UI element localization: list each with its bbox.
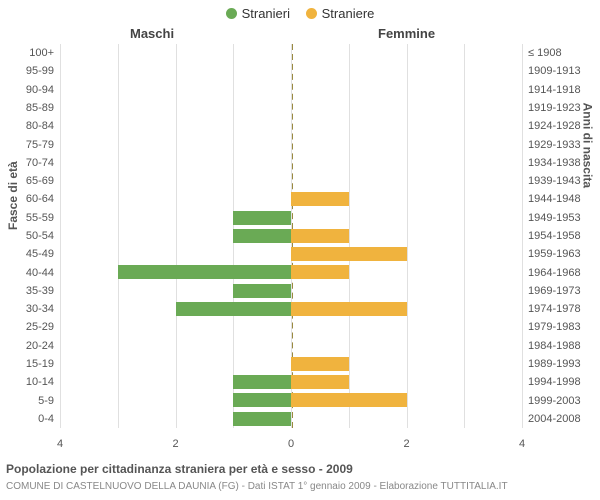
birthyear-label: 1914-1918 [522, 84, 581, 96]
chart-row: 40-441964-1968 [60, 263, 522, 281]
chart-row: 95-991909-1913 [60, 62, 522, 80]
bar-female [291, 375, 349, 389]
bar-male [233, 412, 291, 426]
chart-row: 15-191989-1993 [60, 355, 522, 373]
age-label: 65-69 [26, 175, 60, 187]
age-label: 60-64 [26, 193, 60, 205]
age-label: 85-89 [26, 102, 60, 114]
chart-row: 5-91999-2003 [60, 391, 522, 409]
birthyear-label: 1924-1928 [522, 120, 581, 132]
xtick-label: 4 [519, 438, 525, 450]
bar-male [233, 284, 291, 298]
bar-female [291, 393, 407, 407]
age-label: 10-14 [26, 376, 60, 388]
birthyear-label: 1989-1993 [522, 358, 581, 370]
chart-row: 25-291979-1983 [60, 318, 522, 336]
chart-row: 80-841924-1928 [60, 117, 522, 135]
bar-male [176, 302, 292, 316]
bar-male [233, 229, 291, 243]
bar-female [291, 302, 407, 316]
plot-area: 42024100+≤ 190895-991909-191390-941914-1… [60, 44, 522, 428]
birthyear-label: 1934-1938 [522, 157, 581, 169]
birthyear-label: 1939-1943 [522, 175, 581, 187]
legend-dot-female [306, 8, 317, 19]
age-label: 70-74 [26, 157, 60, 169]
age-label: 75-79 [26, 139, 60, 151]
age-label: 40-44 [26, 267, 60, 279]
bar-male [233, 211, 291, 225]
xtick-label: 0 [288, 438, 294, 450]
bar-male [233, 393, 291, 407]
birthyear-label: 1944-1948 [522, 193, 581, 205]
age-label: 80-84 [26, 120, 60, 132]
age-label: 55-59 [26, 212, 60, 224]
birthyear-label: 2004-2008 [522, 413, 581, 425]
chart-title: Popolazione per cittadinanza straniera p… [6, 462, 594, 476]
chart-row: 10-141994-1998 [60, 373, 522, 391]
legend: Stranieri Straniere [0, 6, 600, 22]
yaxis-title-left: Fasce di età [6, 161, 20, 230]
col-header-female: Femmine [378, 26, 435, 41]
age-label: 35-39 [26, 285, 60, 297]
birthyear-label: 1954-1958 [522, 230, 581, 242]
chart-row: 90-941914-1918 [60, 81, 522, 99]
xtick-label: 4 [57, 438, 63, 450]
chart-row: 70-741934-1938 [60, 154, 522, 172]
legend-label-male: Stranieri [242, 6, 290, 21]
chart-row: 45-491959-1963 [60, 245, 522, 263]
xtick-label: 2 [172, 438, 178, 450]
legend-item-male: Stranieri [226, 6, 290, 21]
birthyear-label: 1974-1978 [522, 303, 581, 315]
birthyear-label: 1999-2003 [522, 395, 581, 407]
age-label: 5-9 [38, 395, 60, 407]
birthyear-label: 1969-1973 [522, 285, 581, 297]
age-label: 20-24 [26, 340, 60, 352]
birthyear-label: 1994-1998 [522, 376, 581, 388]
birthyear-label: 1979-1983 [522, 321, 581, 333]
chart-row: 50-541954-1958 [60, 227, 522, 245]
chart-row: 85-891919-1923 [60, 99, 522, 117]
chart-row: 100+≤ 1908 [60, 44, 522, 62]
chart-row: 20-241984-1988 [60, 337, 522, 355]
age-label: 0-4 [38, 413, 60, 425]
birthyear-label: 1919-1923 [522, 102, 581, 114]
birthyear-label: 1984-1988 [522, 340, 581, 352]
age-label: 100+ [29, 47, 60, 59]
bar-female [291, 357, 349, 371]
chart-row: 65-691939-1943 [60, 172, 522, 190]
age-label: 45-49 [26, 248, 60, 260]
age-label: 50-54 [26, 230, 60, 242]
birthyear-label: 1929-1933 [522, 139, 581, 151]
chart-row: 0-42004-2008 [60, 410, 522, 428]
bar-female [291, 192, 349, 206]
bar-female [291, 229, 349, 243]
bar-female [291, 265, 349, 279]
legend-label-female: Straniere [322, 6, 375, 21]
birthyear-label: 1964-1968 [522, 267, 581, 279]
bar-female [291, 247, 407, 261]
chart-subtitle: COMUNE DI CASTELNUOVO DELLA DAUNIA (FG) … [6, 481, 594, 492]
age-label: 90-94 [26, 84, 60, 96]
chart-row: 55-591949-1953 [60, 209, 522, 227]
chart-row: 60-641944-1948 [60, 190, 522, 208]
chart-row: 75-791929-1933 [60, 135, 522, 153]
birthyear-label: 1959-1963 [522, 248, 581, 260]
birthyear-label: 1949-1953 [522, 212, 581, 224]
legend-item-female: Straniere [306, 6, 375, 21]
bar-male [233, 375, 291, 389]
xtick-label: 2 [403, 438, 409, 450]
age-label: 30-34 [26, 303, 60, 315]
legend-dot-male [226, 8, 237, 19]
bar-male [118, 265, 291, 279]
yaxis-title-right: Anni di nascita [580, 103, 594, 188]
population-pyramid-chart: Stranieri Straniere Maschi Femmine Fasce… [0, 0, 600, 500]
age-label: 15-19 [26, 358, 60, 370]
age-label: 95-99 [26, 65, 60, 77]
birthyear-label: 1909-1913 [522, 65, 581, 77]
age-label: 25-29 [26, 321, 60, 333]
birthyear-label: ≤ 1908 [522, 47, 562, 59]
col-header-male: Maschi [130, 26, 174, 41]
chart-row: 30-341974-1978 [60, 300, 522, 318]
chart-row: 35-391969-1973 [60, 282, 522, 300]
